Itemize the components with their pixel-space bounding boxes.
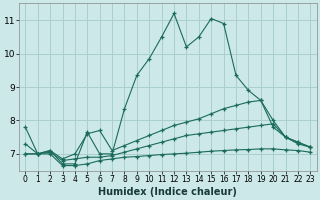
X-axis label: Humidex (Indice chaleur): Humidex (Indice chaleur) [98,187,237,197]
